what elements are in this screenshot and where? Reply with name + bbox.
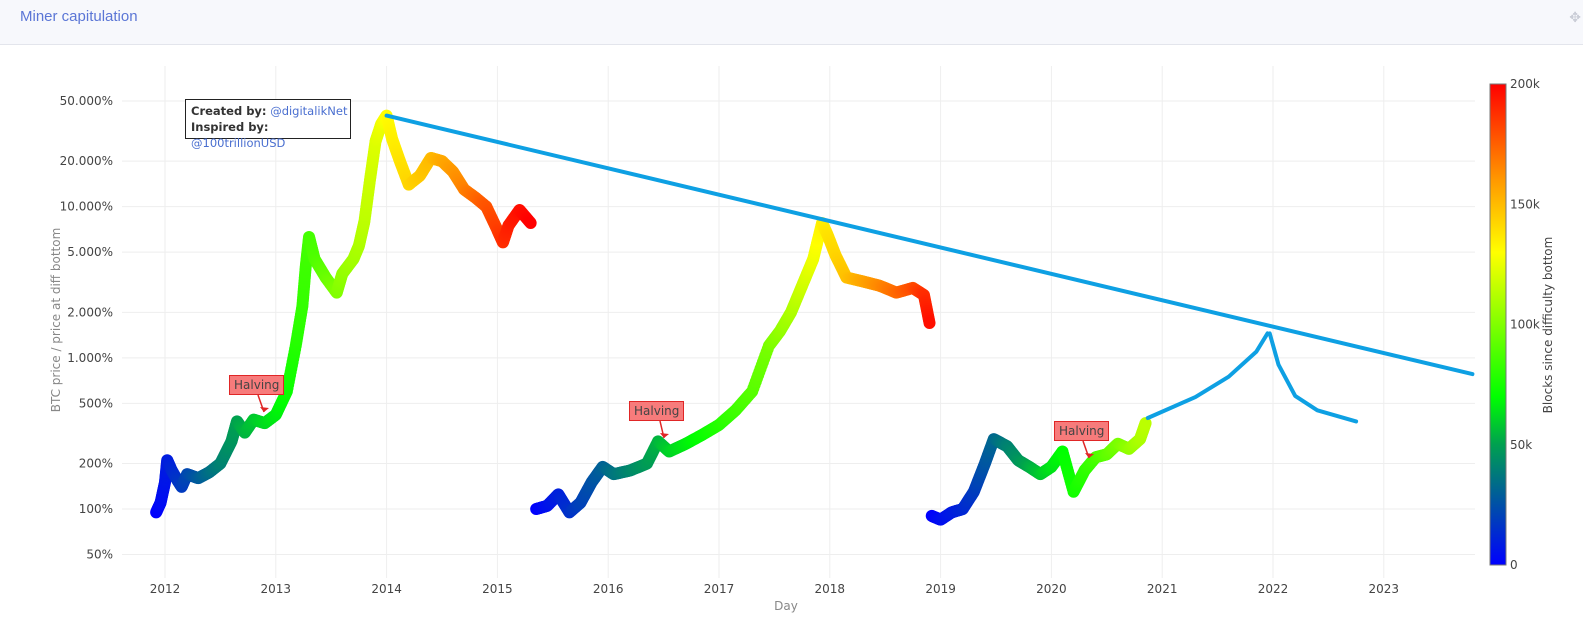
created-label: Created by: [191,104,267,118]
x-axis-title: Day [774,599,798,613]
x-tick-label: 2019 [925,582,956,596]
x-tick-label: 2021 [1147,582,1178,596]
halving-annotation-2: Halving [629,401,685,421]
y-tick-label: 20.000% [60,154,113,168]
x-tick-label: 2013 [261,582,292,596]
y-tick-label: 2.000% [67,305,113,319]
trend-lines [257,113,1475,459]
colorbar-tick-label: 50k [1510,438,1532,452]
x-tick-label: 2015 [482,582,513,596]
created-by-link[interactable]: @digitalikNet [270,104,348,118]
colorbar-tick-label: 150k [1510,197,1540,211]
x-tick-label: 2018 [815,582,846,596]
y-tick-label: 50.000% [60,94,113,108]
panel-header: Miner capitulation ✥ [0,0,1583,45]
x-tick-label: 2017 [704,582,735,596]
halving-annotation-1: Halving [229,375,285,395]
x-tick-label: 2012 [150,582,181,596]
arrow-icon [660,433,669,438]
scatter-points [150,109,1152,526]
colorbar-tick-label: 100k [1510,318,1540,332]
x-tick-label: 2020 [1036,582,1067,596]
y-tick-label: 500% [79,396,113,410]
halving-annotation-3: Halving [1054,421,1110,441]
x-tick-label: 2023 [1369,582,1400,596]
y-tick-label: 1.000% [67,351,113,365]
y-axis-title: BTC price / price at diff bottom [49,228,63,413]
y-tick-label: 5.000% [67,245,113,259]
y-tick-label: 50% [86,548,113,562]
trend-line [1145,331,1270,420]
trend-line [384,113,1475,377]
panel-title[interactable]: Miner capitulation [20,8,138,25]
y-axis: 50% 100% 200% 500% 1.000% 2.000% 5.000% 10.000%… [60,94,113,562]
x-tick-label: 2022 [1258,582,1289,596]
x-tick-label: 2014 [371,582,402,596]
y-tick-label: 200% [79,456,113,470]
x-tick-label: 2016 [593,582,624,596]
colorbar-tick-label: 200k [1510,77,1540,91]
colorbar: 0 50k 100k 150k 200k Blocks since difficulty… [1489,77,1555,572]
trend-line [1267,331,1359,424]
y-tick-label: 10.000% [60,200,113,214]
y-tick-label: 100% [79,502,113,516]
x-axis: 2012 2013 2014 2015 2016 2017 2018 2019 2020 2021… [150,582,1399,596]
move-icon[interactable]: ✥ [1569,10,1581,26]
credits-box: Created by: @digitalikNet Inspired by: @… [185,99,351,150]
colorbar-tick-label: 0 [1510,558,1518,572]
inspired-label: Inspired by: [191,120,269,134]
arrow-icon [260,407,269,412]
colorbar-title: Blocks since difficulty bottom [1541,237,1555,414]
arrow-icon [1085,453,1094,458]
inspired-by-link[interactable]: @100trillionUSD [191,136,286,150]
